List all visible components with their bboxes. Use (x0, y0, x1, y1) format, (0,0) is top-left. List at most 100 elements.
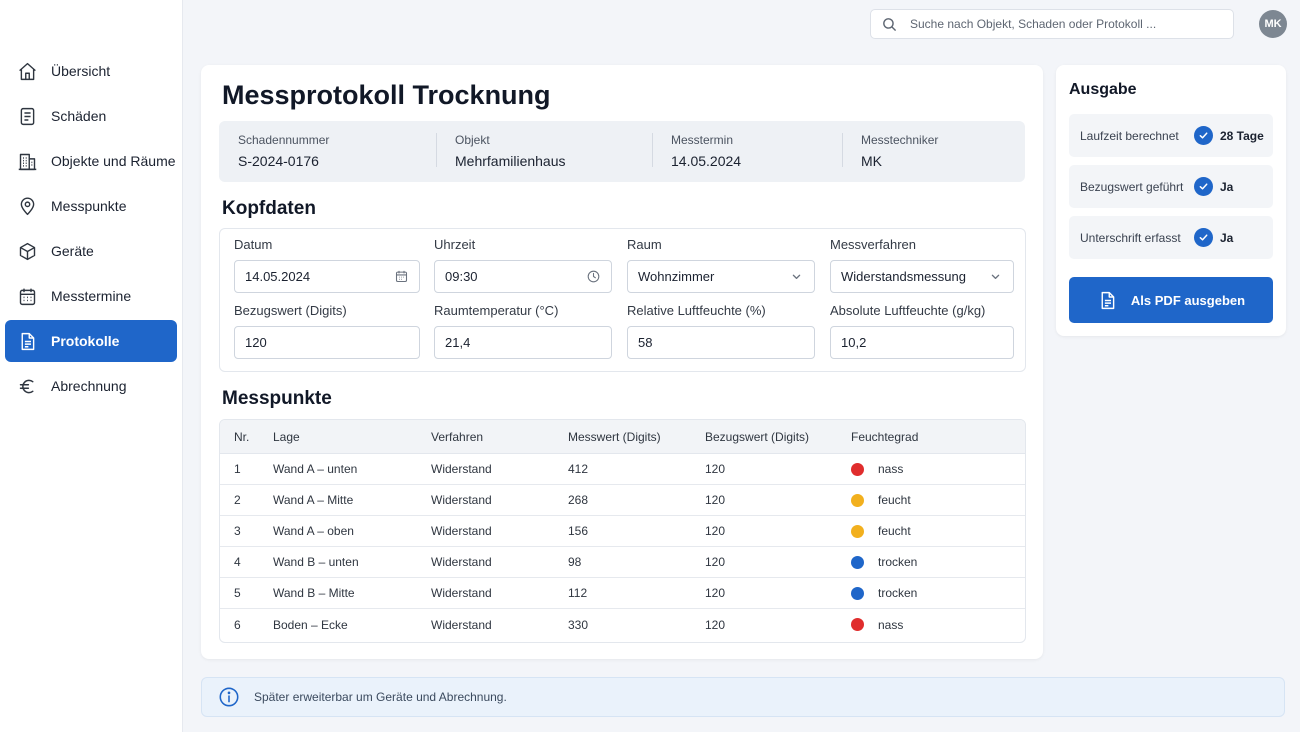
chevron-down-icon (789, 269, 804, 284)
info-objekt: Objekt Mehrfamilienhaus (436, 121, 652, 182)
time-input[interactable]: 09:30 (434, 260, 612, 293)
table-row[interactable]: 4 Wand B – unten Widerstand 98 120 trocken (220, 547, 1025, 578)
feuchtegrad-label: feucht (878, 524, 911, 538)
document-icon (16, 105, 38, 127)
cell-messwert: 112 (568, 586, 588, 600)
home-icon (16, 60, 38, 82)
relative-luftfeuchte-input[interactable]: 58 (627, 326, 815, 359)
cell-bezugswert: 120 (705, 462, 726, 476)
raumtemperatur-value: 21,4 (445, 335, 471, 350)
table-row[interactable]: 5 Wand B – Mitte Widerstand 112 120 trocken (220, 578, 1025, 609)
check-label: Bezugswert geführt (1080, 179, 1184, 194)
check-circle-icon (1194, 126, 1213, 145)
cell-lage: Boden – Ecke (273, 617, 348, 632)
messverfahren-select[interactable]: Widerstandsmessung (830, 260, 1014, 293)
sidebar-item-geraete[interactable]: Geräte (5, 230, 177, 272)
sidebar-item-abrechnung[interactable]: Abrechnung (5, 365, 177, 407)
raum-select[interactable]: Wohnzimmer (627, 260, 815, 293)
table-row[interactable]: 1 Wand A – unten Widerstand 412 120 nass (220, 454, 1025, 485)
field-label: Raum (627, 237, 662, 252)
pdf-export-button[interactable]: Als PDF ausgeben (1069, 277, 1273, 323)
chevron-down-icon (988, 269, 1003, 284)
column-header[interactable]: Bezugswert (Digits) (705, 429, 810, 444)
field-uhrzeit: Uhrzeit 09:30 (434, 237, 612, 293)
info-value: MK (861, 153, 882, 169)
calendar-icon (16, 285, 38, 307)
field-absolute-luftfeuchte: Absolute Luftfeuchte (g/kg) 10,2 (830, 303, 1014, 359)
sidebar-item-messtermine[interactable]: Messtermine (5, 275, 177, 317)
bezugswert-input[interactable]: 120 (234, 326, 420, 359)
field-bezugswert: Bezugswert (Digits) 120 (234, 303, 420, 359)
search-box[interactable] (870, 9, 1234, 39)
table-body: 1 Wand A – unten Widerstand 412 120 nass 2 Wand… (220, 454, 1025, 640)
avatar[interactable]: MK (1259, 10, 1287, 38)
bezugswert-value: 120 (245, 335, 267, 350)
column-header[interactable]: Messwert (Digits) (568, 429, 661, 444)
cell-messwert: 330 (568, 617, 589, 632)
cell-verfahren: Widerstand (431, 617, 492, 632)
column-header[interactable]: Verfahren (431, 429, 484, 444)
relative-luftfeuchte-value: 58 (638, 335, 653, 350)
column-header[interactable]: Nr. (234, 429, 250, 444)
feuchtegrad-label: trocken (878, 586, 918, 600)
info-value: S-2024-0176 (238, 153, 319, 169)
cell-nr: 3 (234, 524, 241, 538)
status-dot-icon (851, 493, 864, 507)
field-label: Raumtemperatur (°C) (434, 303, 559, 318)
check-label: Unterschrift erfasst (1080, 230, 1181, 245)
absolute-luftfeuchte-input[interactable]: 10,2 (830, 326, 1014, 359)
cell-bezugswert: 120 (705, 524, 726, 538)
search-input[interactable] (910, 17, 1210, 31)
cell-verfahren: Widerstand (431, 493, 492, 507)
feuchtegrad-label: nass (878, 617, 904, 632)
cell-nr: 6 (234, 617, 241, 632)
sidebar-item-label: Protokolle (51, 333, 120, 349)
section-title-messpunkte: Messpunkte (222, 388, 332, 409)
check-unterschrift: Unterschrift erfasst Ja (1069, 216, 1273, 259)
cell-messwert: 98 (568, 555, 582, 569)
sidebar-item-messpunkte[interactable]: Messpunkte (5, 185, 177, 227)
map-pin-icon (16, 195, 38, 217)
cell-lage: Wand A – oben (273, 524, 354, 538)
field-label: Datum (234, 237, 273, 252)
info-value: Mehrfamilienhaus (455, 153, 566, 169)
search-icon (881, 16, 910, 33)
field-label: Absolute Luftfeuchte (g/kg) (830, 303, 986, 318)
info-value: 14.05.2024 (671, 153, 742, 169)
table-row[interactable]: 3 Wand A – oben Widerstand 156 120 feucht (220, 516, 1025, 547)
check-circle-icon (1194, 228, 1213, 247)
column-header[interactable]: Feuchtegrad (851, 429, 919, 444)
cell-verfahren: Widerstand (431, 586, 492, 600)
sidebar-item-schaeden[interactable]: Schäden (5, 95, 177, 137)
calendar-icon[interactable] (394, 269, 409, 284)
column-header[interactable]: Lage (273, 429, 300, 444)
cell-feuchtegrad: feucht (851, 493, 1025, 507)
cell-lage: Wand B – unten (273, 555, 359, 569)
info-messtermin: Messtermin 14.05.2024 (652, 121, 842, 182)
ausgabe-title: Ausgabe (1069, 81, 1137, 98)
table-row[interactable]: 6 Boden – Ecke Widerstand 330 120 nass (220, 609, 1025, 640)
field-relative-luftfeuchte: Relative Luftfeuchte (%) 58 (627, 303, 815, 359)
sidebar-item-uebersicht[interactable]: Übersicht (5, 50, 177, 92)
table-header: Nr. Lage Verfahren Messwert (Digits) Bez… (220, 420, 1025, 454)
sidebar: Übersicht Schäden Objekte und Räume Mess… (0, 0, 183, 732)
cell-nr: 4 (234, 555, 241, 569)
main-card: Messprotokoll Trocknung Schadennummer S-… (201, 65, 1043, 659)
sidebar-item-objekte-und-raeume[interactable]: Objekte und Räume (5, 140, 177, 182)
feuchtegrad-label: nass (878, 462, 904, 476)
info-label: Objekt (455, 133, 490, 147)
date-input[interactable]: 14.05.2024 (234, 260, 420, 293)
field-label: Uhrzeit (434, 237, 476, 252)
sidebar-item-protokolle[interactable]: Protokolle (5, 320, 177, 362)
raumtemperatur-input[interactable]: 21,4 (434, 326, 612, 359)
table-row[interactable]: 2 Wand A – Mitte Widerstand 268 120 feucht (220, 485, 1025, 516)
pdf-file-icon (1097, 290, 1131, 311)
info-label: Schadennummer (238, 133, 330, 147)
info-strip: Schadennummer S-2024-0176 Objekt Mehrfam… (219, 121, 1025, 182)
kopfdaten-form: Datum 14.05.2024 Uhrzeit 09:30 Raum Wohn… (219, 228, 1026, 372)
clock-icon[interactable] (586, 269, 601, 284)
cell-verfahren: Widerstand (431, 524, 492, 538)
cell-verfahren: Widerstand (431, 462, 492, 476)
info-label: Messtermin (671, 133, 734, 147)
status-dot-icon (851, 618, 864, 631)
